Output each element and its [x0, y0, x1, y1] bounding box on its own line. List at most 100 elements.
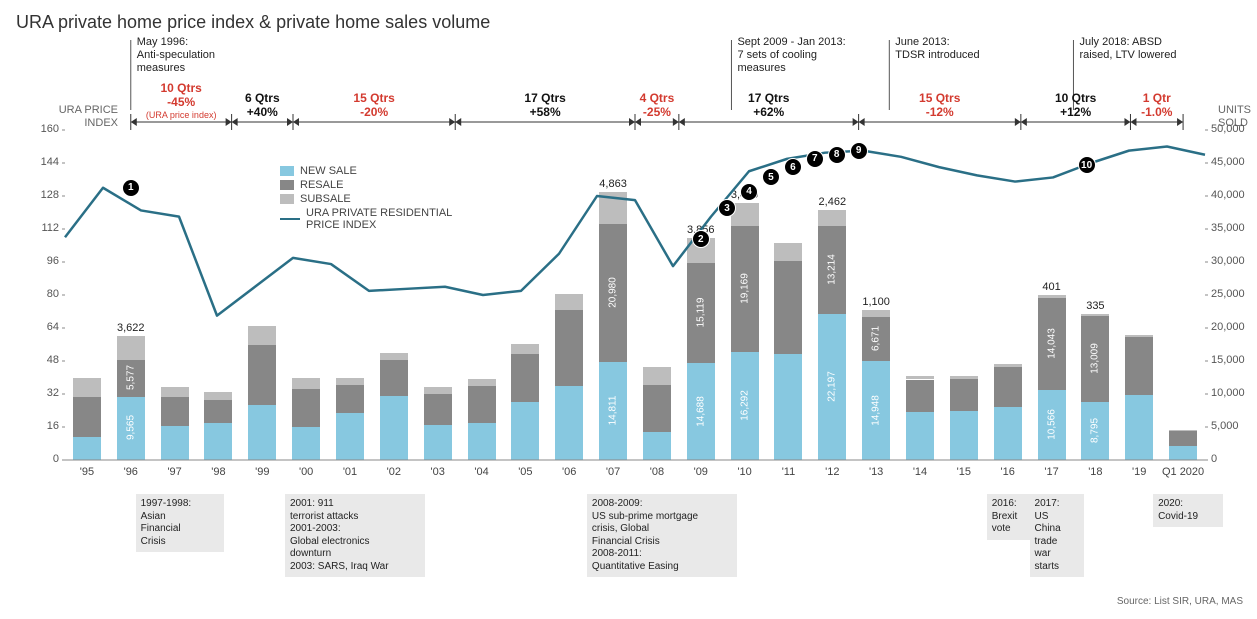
left-tick: 48 [47, 354, 59, 366]
bar-new-label: 22,197 [827, 371, 838, 402]
bar-group [424, 387, 452, 460]
bar-new-sale [774, 354, 802, 460]
left-tick: 144 [41, 156, 59, 168]
bar-subsale [336, 378, 364, 386]
bar-resale-label: 5,577 [125, 365, 136, 390]
legend-label: NEW SALE [300, 165, 357, 177]
index-marker: 7 [806, 150, 824, 168]
bar-resale-label: 13,214 [827, 254, 838, 285]
bar-subsale [511, 344, 539, 355]
x-tick: '19 [1132, 466, 1146, 478]
period-label: 4 Qtrs-25% [640, 92, 675, 120]
bar-resale [380, 360, 408, 396]
bar-subsale [906, 376, 934, 379]
legend-label: URA PRIVATE RESIDENTIAL PRICE INDEX [306, 207, 452, 231]
bar-resale [511, 354, 539, 402]
bar-group [555, 294, 583, 460]
bar-group [292, 378, 320, 461]
right-tick: 15,000 [1211, 354, 1245, 366]
bar-subsale [1169, 430, 1197, 431]
legend: NEW SALE RESALE SUBSALE URA PRIVATE RESIDEN… [280, 165, 452, 233]
bar-resale [774, 261, 802, 354]
event-box: 2008-2009: US sub-prime mortgage crisis,… [587, 494, 737, 577]
bar-subsale [862, 310, 890, 317]
left-tick: 160 [41, 123, 59, 135]
x-tick: '04 [474, 466, 488, 478]
bar-new-sale [161, 426, 189, 460]
bar-new-label: 14,948 [871, 395, 882, 426]
period-label: 10 Qtrs+12% [1055, 92, 1096, 120]
right-tick: 0 [1211, 453, 1217, 465]
bar-resale [336, 385, 364, 413]
bar-new-label: 8,795 [1090, 418, 1101, 443]
x-tick: '00 [299, 466, 313, 478]
bar-new-sale [204, 423, 232, 460]
bar-group [161, 387, 189, 460]
bar-new-sale [643, 432, 671, 460]
index-marker: 2 [692, 230, 710, 248]
left-tick: 128 [41, 189, 59, 201]
bar-group [994, 364, 1022, 460]
event-box: 2017: US China trade war starts [1030, 494, 1084, 577]
source-text: Source: List SIR, URA, MAS [1117, 596, 1243, 607]
bar-resale-label: 15,119 [695, 298, 706, 328]
legend-swatch [280, 166, 294, 176]
left-tick: 64 [47, 321, 59, 333]
bar-resale [555, 310, 583, 386]
bar-group [774, 243, 802, 460]
bar-resale [424, 394, 452, 425]
right-tick: 50,000 [1211, 123, 1245, 135]
bar-subsale [73, 378, 101, 398]
bar-group: 9,5655,5773,622 [117, 336, 145, 460]
x-tick: '07 [606, 466, 620, 478]
bar-new-sale [1125, 395, 1153, 460]
legend-label: RESALE [300, 179, 343, 191]
legend-label: SUBSALE [300, 193, 351, 205]
bar-new-label: 10,566 [1046, 409, 1057, 440]
bar-new-sale [336, 413, 364, 460]
bar-subsale [994, 364, 1022, 367]
legend-item: SUBSALE [280, 193, 452, 205]
x-tick: '17 [1044, 466, 1058, 478]
bar-subsale [1081, 314, 1109, 316]
bar-new-label: 16,292 [739, 390, 750, 421]
bar-new-sale [292, 427, 320, 460]
bar-resale [73, 397, 101, 437]
bar-resale [994, 367, 1022, 407]
bar-new-sale [73, 437, 101, 460]
bar-new-sale [248, 405, 276, 460]
right-tick: 40,000 [1211, 189, 1245, 201]
legend-item: RESALE [280, 179, 452, 191]
top-annotation: July 2018: ABSD raised, LTV lowered [1079, 36, 1176, 62]
bar-subsale [599, 192, 627, 224]
period-label: 6 Qtrs+40% [245, 92, 280, 120]
bar-subsale [950, 376, 978, 379]
bar-group [1125, 335, 1153, 460]
legend-item: URA PRIVATE RESIDENTIAL PRICE INDEX [280, 207, 452, 231]
x-tick: '14 [913, 466, 927, 478]
x-tick: '11 [782, 466, 796, 478]
x-tick: '15 [957, 466, 971, 478]
x-tick: '06 [562, 466, 576, 478]
bar-new-sale [380, 396, 408, 460]
bar-subsale [161, 387, 189, 397]
period-label: 17 Qtrs+58% [524, 92, 565, 120]
top-annotation: Sept 2009 - Jan 2013: 7 sets of cooling … [737, 36, 845, 76]
bar-resale [643, 385, 671, 432]
left-tick: 96 [47, 255, 59, 267]
index-marker: 1 [122, 179, 140, 197]
top-annotation: May 1996: Anti-speculation measures [137, 36, 215, 76]
x-tick: '02 [387, 466, 401, 478]
x-tick: '16 [1001, 466, 1015, 478]
bar-top-label: 2,462 [819, 196, 847, 210]
bar-top-label: 1,100 [862, 296, 890, 310]
bar-top-label: 3,622 [117, 322, 145, 336]
x-tick: '10 [737, 466, 751, 478]
bar-group: 14,68815,1193,856 [687, 238, 715, 460]
left-tick: 0 [53, 453, 59, 465]
bar-subsale [468, 379, 496, 386]
bar-subsale [818, 210, 846, 226]
bar-new-label: 14,688 [695, 396, 706, 427]
bar-new-label: 14,811 [608, 396, 619, 426]
right-tick: 25,000 [1211, 288, 1245, 300]
